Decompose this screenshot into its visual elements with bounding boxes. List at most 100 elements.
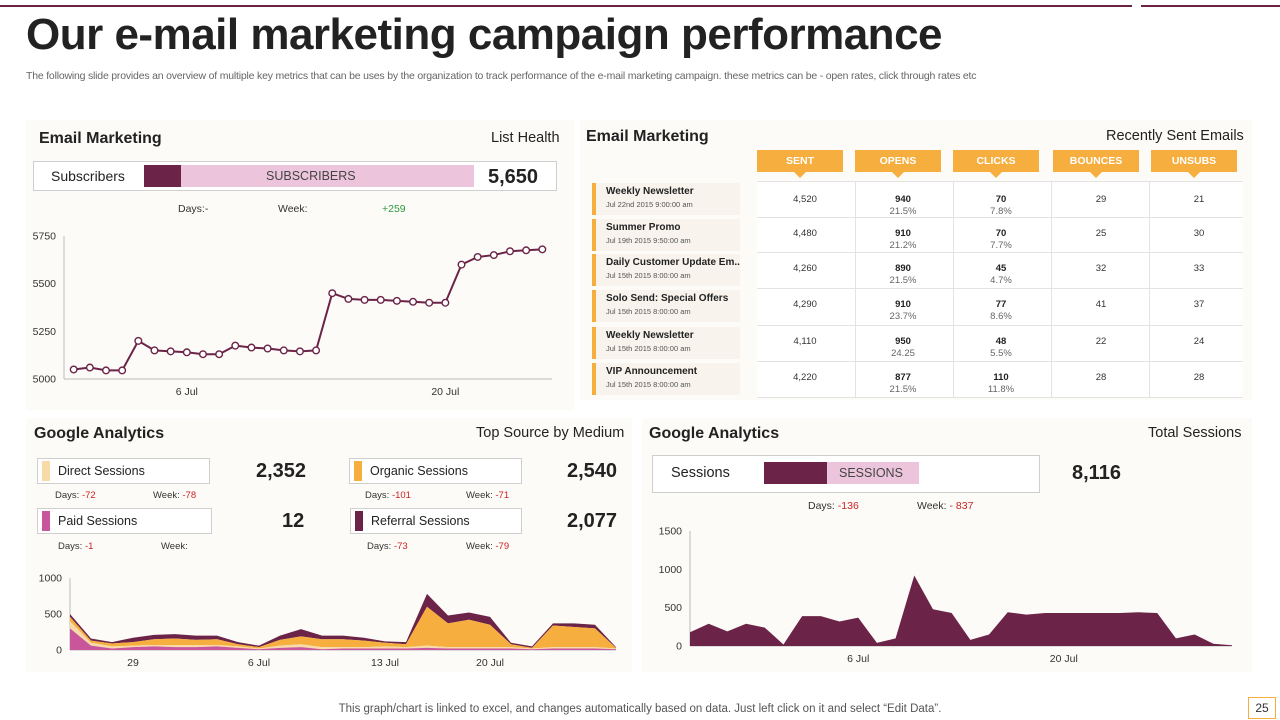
table-row-line [757, 252, 1243, 253]
email-date: Jul 15th 2015 8:00:00 am [606, 271, 691, 280]
subscribers-point [344, 294, 353, 303]
email-row-marker [592, 219, 596, 251]
footer-note: This graph/chart is linked to excel, and… [338, 703, 942, 715]
y-tick-label: 0 [56, 645, 62, 657]
paid-sessions-label: Paid Sessions [58, 514, 138, 528]
header-sent[interactable]: SENT [757, 150, 843, 178]
y-tick-label: 1000 [39, 573, 63, 585]
x-tick-label: 6 Jul [847, 653, 869, 665]
subscribers-point [134, 336, 143, 345]
table-row-line [757, 325, 1243, 326]
paid-sessions-box: Paid Sessions [37, 508, 212, 534]
subscribers-box: Subscribers SUBSCRIBERS [33, 161, 557, 191]
y-tick-label: 500 [44, 609, 62, 621]
area-series-organic-sessions [70, 606, 616, 649]
subscribers-point [392, 296, 401, 305]
email-row[interactable]: Summer Promo Jul 19th 2015 9:50:00 am [592, 219, 740, 251]
total-sessions-label: Total Sessions [1148, 425, 1242, 441]
cell-sent: 4,290 [793, 299, 817, 310]
sessions-bar-label: SESSIONS [839, 466, 903, 480]
email-date: Jul 22nd 2015 9:00:00 am [606, 200, 693, 209]
paid-week: Week: [161, 541, 188, 552]
top-source-label: Top Source by Medium [476, 425, 625, 441]
top-source-title: Google Analytics [34, 425, 165, 442]
email-row[interactable]: Weekly Newsletter Jul 15th 2015 8:00:00 a… [592, 327, 740, 359]
subscribers-point [505, 247, 514, 256]
header-opens[interactable]: OPENS [855, 150, 941, 178]
subscribers-point [215, 350, 224, 359]
subscribers-days-label: Days:- [178, 203, 209, 215]
sessions-label: Sessions [671, 465, 730, 481]
referral-week: Week: -79 [466, 541, 510, 552]
slide-subtitle: The following slide provides an overview… [26, 70, 977, 82]
email-name: Solo Send: Special Offers [606, 293, 729, 304]
table-row-line [757, 217, 1243, 218]
cell-unsubs: 24 [1193, 336, 1205, 347]
subscribers-point [409, 297, 418, 306]
subscribers-point [279, 346, 288, 355]
referral-sessions-box: Referral Sessions [350, 508, 522, 534]
email-table-grid [757, 181, 1243, 398]
subscribers-point [295, 347, 304, 356]
header-clicks[interactable]: CLICKS [953, 150, 1039, 178]
table-row-line [757, 181, 1243, 182]
x-tick-label: 29 [127, 657, 139, 669]
subscribers-point [312, 346, 321, 355]
y-tick-label: 5000 [33, 374, 57, 386]
cell-bounces: 29 [1095, 194, 1107, 205]
cell-clicks: 48 5.5% [990, 336, 1012, 359]
subscribers-label: Subscribers [51, 168, 125, 184]
subscribers-point [522, 246, 531, 255]
x-tick-label: 6 Jul [176, 386, 198, 398]
direct-sessions-label: Direct Sessions [58, 464, 145, 478]
email-row[interactable]: Solo Send: Special Offers Jul 15th 2015 8… [592, 290, 740, 322]
organic-sessions-label: Organic Sessions [370, 464, 468, 478]
organic-sessions-swatch [354, 461, 362, 481]
sessions-box: Sessions SESSIONS [652, 455, 1040, 493]
area-series-direct-sessions [70, 621, 616, 650]
area-series-paid-sessions [70, 628, 616, 650]
organic-week: Week: -71 [466, 490, 510, 501]
email-row[interactable]: Weekly Newsletter Jul 22nd 2015 9:00:00 a… [592, 183, 740, 215]
subscribers-point [457, 260, 466, 269]
y-tick-label: 0 [676, 641, 682, 653]
email-name: VIP Announcement [606, 366, 698, 377]
subscribers-point [69, 365, 78, 374]
sessions-week: Week: - 837 [917, 500, 974, 512]
header-bounces[interactable]: BOUNCES [1053, 150, 1139, 178]
email-name: Weekly Newsletter [606, 186, 694, 197]
email-name: Weekly Newsletter [606, 330, 694, 341]
cell-opens: 940 21.5% [889, 194, 917, 217]
y-tick-label: 1500 [659, 526, 683, 538]
cell-unsubs: 37 [1193, 299, 1205, 310]
cell-opens: 890 21.5% [889, 263, 917, 286]
header-unsubs[interactable]: UNSUBS [1151, 150, 1237, 178]
y-tick-label: 1000 [659, 564, 683, 576]
subscribers-point [231, 341, 240, 350]
direct-days: Days: -72 [55, 490, 96, 501]
organic-sessions-box: Organic Sessions [349, 458, 522, 484]
subscribers-point [328, 289, 337, 298]
email-row[interactable]: Daily Customer Update Em.. Jul 15th 2015 … [592, 254, 740, 286]
direct-sessions-box: Direct Sessions [37, 458, 210, 484]
email-row-marker [592, 254, 596, 286]
total-sessions-area-chart: 0 500 1000 1500 6 Jul 20 Jul [659, 526, 1232, 665]
subscribers-line [73, 248, 543, 372]
cell-bounces: 28 [1095, 372, 1107, 383]
table-col-line [855, 181, 856, 397]
table-col-line [953, 181, 954, 397]
subscribers-point [102, 366, 111, 375]
sessions-bar-fill [764, 462, 827, 484]
email-name: Daily Customer Update Em.. [606, 257, 740, 268]
subscribers-point [441, 298, 450, 307]
subscribers-point [263, 344, 272, 353]
cell-unsubs: 30 [1193, 228, 1205, 239]
y-tick-label: 5250 [33, 326, 57, 338]
cell-sent: 4,110 [793, 336, 817, 347]
email-row[interactable]: VIP Announcement Jul 15th 2015 8:00:00 am [592, 363, 740, 395]
cell-bounces: 25 [1095, 228, 1107, 239]
cell-bounces: 32 [1095, 263, 1107, 274]
subscribers-point [489, 251, 498, 260]
sessions-value: 8,116 [1072, 462, 1121, 484]
subscribers-point [376, 295, 385, 304]
